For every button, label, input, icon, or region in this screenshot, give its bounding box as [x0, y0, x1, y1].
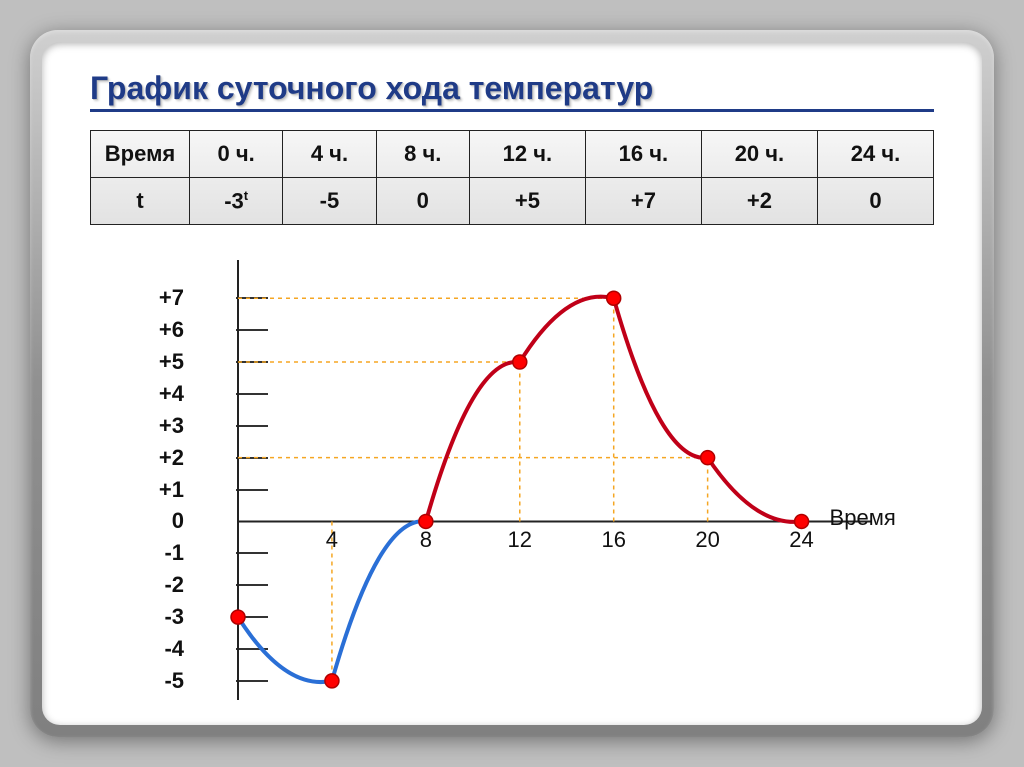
- cell-text: Время: [105, 141, 175, 166]
- table-cell: 24 ч.: [817, 131, 933, 178]
- table-row: Время 0 ч. 4 ч. 8 ч. 12 ч. 16 ч. 20 ч. 2…: [91, 131, 934, 178]
- y-tick-label: -5: [134, 668, 184, 694]
- x-tick-label: 12: [508, 527, 532, 553]
- table-row: t -3t -5 0 +5 +7 +2 0: [91, 178, 934, 225]
- cell-text: -3: [224, 188, 244, 213]
- table-cell: -3t: [190, 178, 283, 225]
- table-header-t: t: [91, 178, 190, 225]
- slide-title: График суточного хода температур: [90, 70, 934, 112]
- y-tick-label: +1: [134, 477, 184, 503]
- y-tick-label: +4: [134, 381, 184, 407]
- table-cell: 16 ч.: [585, 131, 701, 178]
- x-axis-label: Время: [830, 505, 896, 531]
- table-cell: 0: [376, 178, 469, 225]
- slide-content: График суточного хода температур Время 0…: [42, 42, 982, 725]
- y-tick-label: +7: [134, 285, 184, 311]
- slide-frame: График суточного хода температур Время 0…: [30, 30, 994, 737]
- table-cell: -5: [283, 178, 376, 225]
- y-tick-label: -4: [134, 636, 184, 662]
- y-tick-label: +2: [134, 445, 184, 471]
- y-tick-label: +3: [134, 413, 184, 439]
- table-cell: 8 ч.: [376, 131, 469, 178]
- table-cell: 0: [817, 178, 933, 225]
- table-cell: +5: [469, 178, 585, 225]
- x-tick-label: 20: [695, 527, 719, 553]
- x-tick-label: 8: [420, 527, 432, 553]
- table-header-time: Время: [91, 131, 190, 178]
- cell-sup: t: [244, 188, 248, 203]
- table-cell: 4 ч.: [283, 131, 376, 178]
- chart-svg: [192, 260, 872, 700]
- y-tick-label: 0: [134, 508, 184, 534]
- temperature-chart: +7+6+5+4+3+2+10-1-2-3-4-54812162024Время: [192, 260, 872, 700]
- x-tick-label: 24: [789, 527, 813, 553]
- table-cell: 20 ч.: [701, 131, 817, 178]
- table-cell: +2: [701, 178, 817, 225]
- y-tick-label: +5: [134, 349, 184, 375]
- x-tick-label: 4: [326, 527, 338, 553]
- x-tick-label: 16: [601, 527, 625, 553]
- y-tick-label: -3: [134, 604, 184, 630]
- table-cell: 0 ч.: [190, 131, 283, 178]
- data-table: Время 0 ч. 4 ч. 8 ч. 12 ч. 16 ч. 20 ч. 2…: [90, 130, 934, 225]
- y-tick-label: +6: [134, 317, 184, 343]
- y-tick-label: -1: [134, 540, 184, 566]
- table-cell: +7: [585, 178, 701, 225]
- y-tick-label: -2: [134, 572, 184, 598]
- table-cell: 12 ч.: [469, 131, 585, 178]
